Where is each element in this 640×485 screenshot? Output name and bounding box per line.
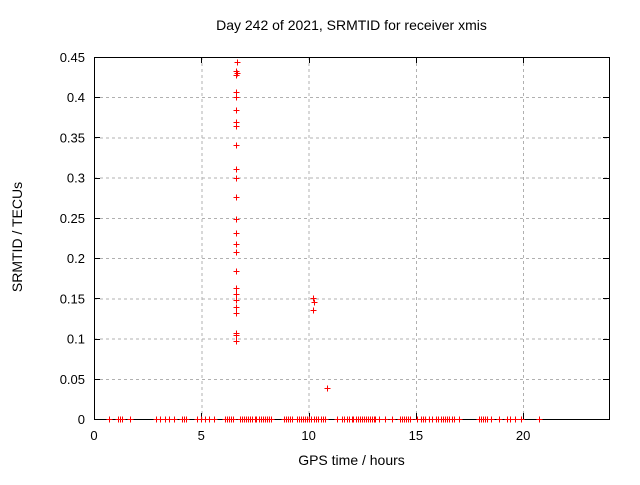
data-point-marker: [536, 416, 543, 423]
data-point-marker: [233, 194, 240, 201]
data-point-marker: [268, 416, 275, 423]
data-point-marker: [233, 338, 240, 345]
data-point-marker: [233, 94, 240, 101]
data-point-marker: [488, 416, 495, 423]
data-point-marker: [233, 268, 240, 275]
data-point-marker: [233, 291, 240, 298]
data-point-marker: [233, 107, 240, 114]
data-point-marker: [233, 230, 240, 237]
y-tick-label: 0.3: [67, 171, 85, 186]
data-point-marker: [233, 304, 240, 311]
y-axis-title: SRMTID / TECUs: [9, 181, 25, 293]
axis-ticks: [94, 57, 609, 420]
data-point-marker: [233, 310, 240, 317]
data-point-marker: [183, 416, 190, 423]
data-point-marker: [389, 416, 396, 423]
data-point-marker: [512, 416, 519, 423]
data-point-marker: [518, 416, 525, 423]
data-point-marker: [233, 297, 240, 304]
data-point-marker: [233, 72, 240, 79]
x-tick-label: 15: [409, 428, 423, 443]
data-point-marker: [382, 416, 389, 423]
y-tick-label: 0.25: [60, 211, 85, 226]
x-tick-label: 5: [198, 428, 205, 443]
data-point-marker: [233, 175, 240, 182]
x-tick-label: 10: [301, 428, 315, 443]
chart-title: Day 242 of 2021, SRMTID for receiver xmi…: [216, 17, 487, 33]
x-tick-label: 0: [90, 428, 97, 443]
data-point-marker: [211, 416, 218, 423]
data-point-marker: [233, 241, 240, 248]
data-point-marker: [127, 416, 134, 423]
data-point-marker: [322, 416, 329, 423]
gridlines: [94, 57, 609, 419]
data-point-marker: [106, 416, 113, 423]
data-point-marker: [233, 166, 240, 173]
data-point-marker: [230, 416, 237, 423]
data-point-marker: [233, 123, 240, 130]
y-tick-label: 0: [78, 412, 85, 427]
data-point-marker: [407, 416, 414, 423]
data-point-marker: [310, 307, 317, 314]
tick-labels: 0 5 10 15 20 0 0.05 0.1 0.15 0.2 0.25 0.3 0.35 0.4 0.4…: [60, 50, 531, 443]
y-tick-label: 0.4: [67, 90, 85, 105]
data-point-marker: [233, 216, 240, 223]
data-point-marker: [324, 385, 331, 392]
x-tick-label: 20: [516, 428, 530, 443]
y-tick-label: 0.05: [60, 372, 85, 387]
data-point-marker: [233, 249, 240, 256]
y-tick-label: 0.2: [67, 251, 85, 266]
plot-frame: [94, 57, 610, 420]
y-tick-label: 0.15: [60, 291, 85, 306]
y-tick-label: 0.45: [60, 50, 85, 65]
y-tick-label: 0.35: [60, 130, 85, 145]
data-point-marker: [233, 142, 240, 149]
data-point-marker: [233, 285, 240, 292]
data-point-marker: [496, 416, 503, 423]
data-point-marker: [456, 416, 463, 423]
data-point-marker: [119, 416, 126, 423]
data-point-marker: [311, 299, 318, 306]
data-point-marker: [233, 332, 240, 339]
data-point-marker: [310, 295, 317, 302]
data-points: [106, 59, 543, 423]
data-point-marker: [171, 416, 178, 423]
y-tick-label: 0.1: [67, 332, 85, 347]
data-point-marker: [376, 416, 383, 423]
data-point-marker: [234, 59, 241, 66]
x-axis-title: GPS time / hours: [298, 452, 405, 468]
